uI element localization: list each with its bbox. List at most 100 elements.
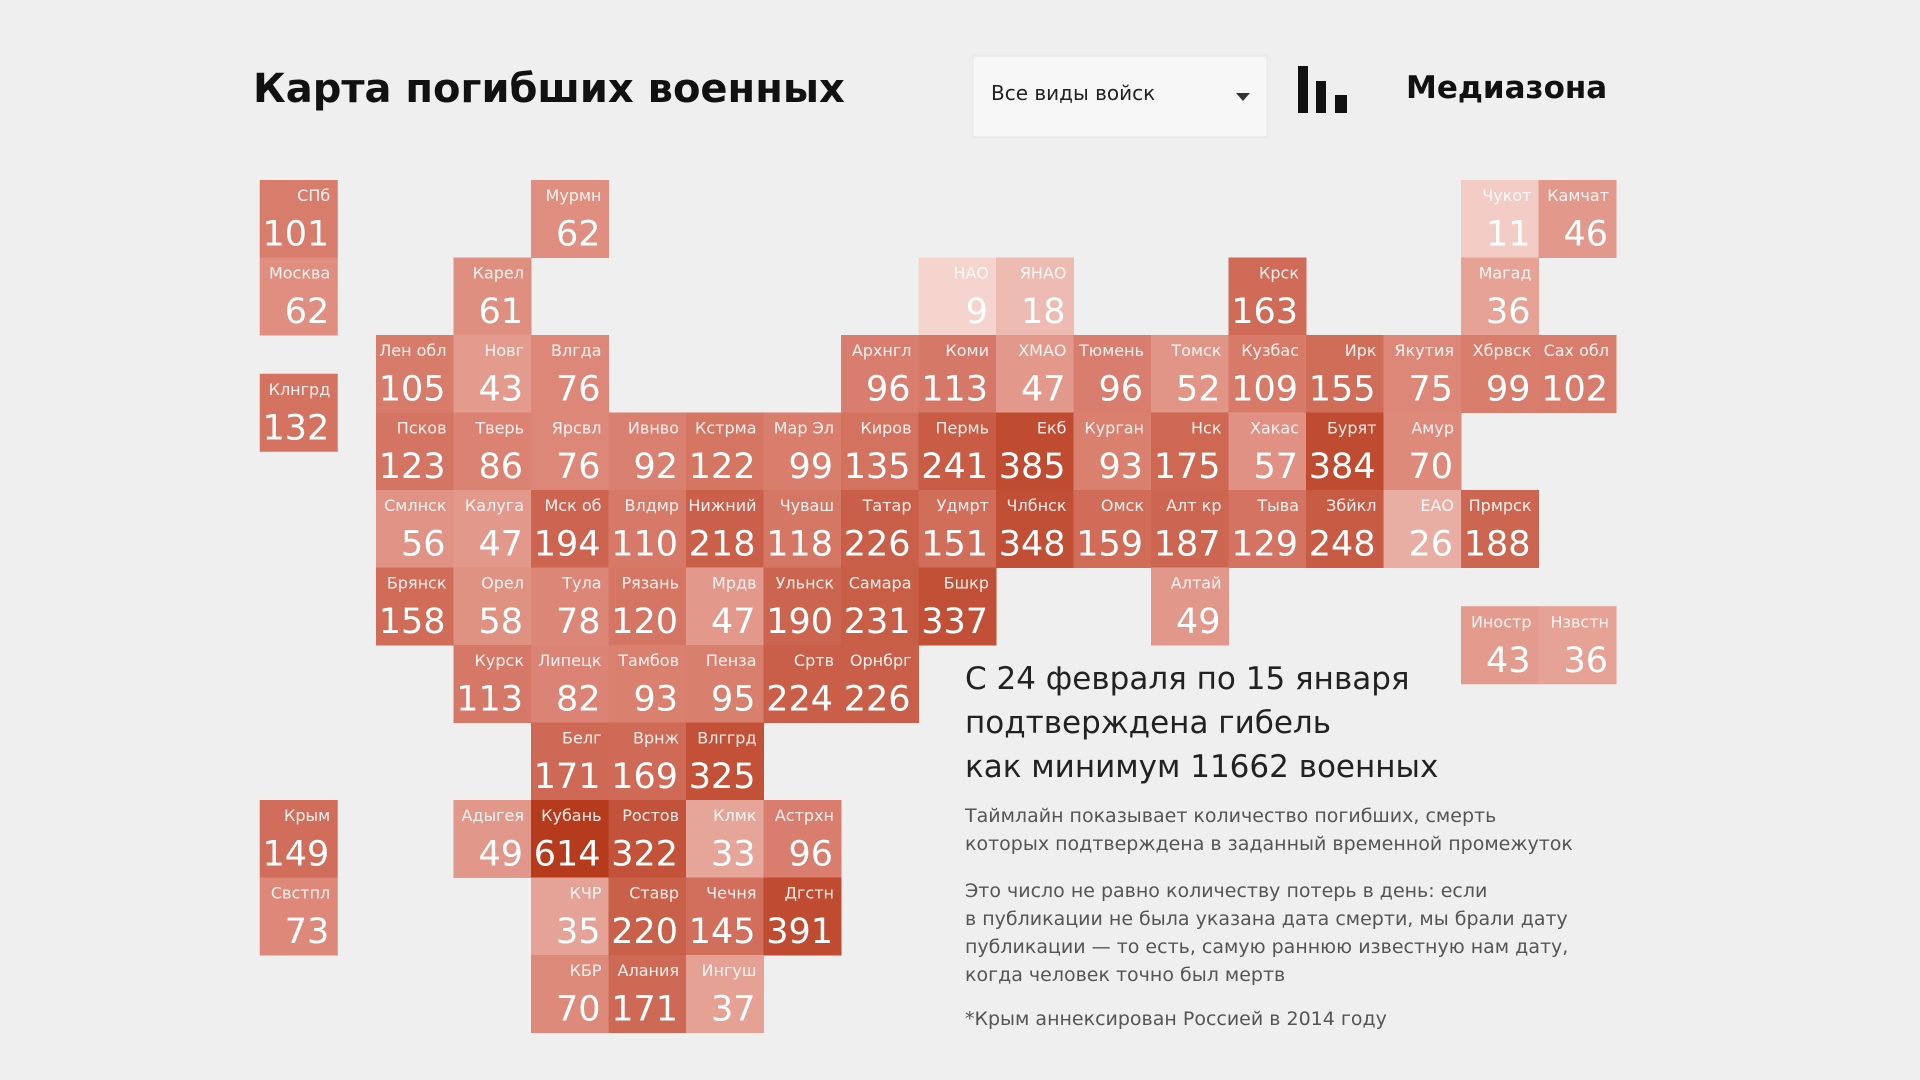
region-tile: Крым 149 <box>259 800 338 878</box>
region-tile: Ярсвл 76 <box>531 412 609 491</box>
tile-label: Курск <box>475 651 525 670</box>
tile-value: 47 <box>478 525 523 565</box>
tile-fill <box>686 567 764 646</box>
region-tile: Курск 113 <box>453 645 532 723</box>
tile-label: Ярсвл <box>552 419 602 438</box>
region-tile: Тверь 86 <box>453 412 532 491</box>
tile-fill <box>608 877 687 956</box>
tile-value: 110 <box>611 525 678 565</box>
region-tile: Москва 62 <box>259 257 338 336</box>
tile-value: 169 <box>611 757 678 797</box>
region-tile: СПб 101 <box>259 180 338 258</box>
tile-value: 37 <box>711 990 756 1030</box>
dropdown-arrow[interactable] <box>1236 93 1250 101</box>
region-tile: Томск 52 <box>1151 335 1229 413</box>
tile-fill <box>259 373 338 452</box>
tile-label: НАО <box>953 264 989 283</box>
tile-label: Томск <box>1170 341 1221 360</box>
tile-value: 220 <box>611 912 678 952</box>
tile-value: 218 <box>689 525 756 565</box>
region-tile: Чукот 11 <box>1461 180 1539 258</box>
region-tile: Крск 163 <box>1228 257 1307 336</box>
region-tile: Клмк 33 <box>686 800 764 878</box>
tile-value: 93 <box>633 680 678 720</box>
region-tile: Коми 113 <box>918 335 997 413</box>
tile-fill <box>531 335 609 413</box>
tile-label: Екб <box>1037 419 1067 438</box>
tile-fill <box>996 335 1074 413</box>
tile-label: ХМАО <box>1018 341 1066 360</box>
region-tile: Влгда 76 <box>531 335 609 413</box>
tile-value: 93 <box>1098 447 1143 487</box>
tile-value: 151 <box>921 525 988 565</box>
tile-label: Тамбов <box>617 651 679 670</box>
region-tile: Тула 78 <box>531 567 609 646</box>
tile-value: 57 <box>1253 447 1298 487</box>
tile-label: Ивнво <box>628 419 679 438</box>
paragraph-line: Таймлайн показывает количество погибших,… <box>964 805 1496 827</box>
region-tile: Тыва 129 <box>1228 490 1307 568</box>
tile-fill <box>1461 335 1539 413</box>
region-tile: Чечня 145 <box>686 877 764 956</box>
tile-value: 194 <box>534 525 601 565</box>
tile-fill <box>608 722 687 801</box>
tile-fill <box>686 645 764 723</box>
tile-value: 175 <box>1154 447 1221 487</box>
tile-label: Дгстн <box>785 884 834 903</box>
region-tile: Самара 231 <box>841 567 919 646</box>
tile-label: Члбнск <box>1007 496 1067 515</box>
tile-fill <box>453 257 532 336</box>
region-tile: Пенза 95 <box>686 645 764 723</box>
region-tile: Кубань 614 <box>531 800 609 878</box>
tile-value: 135 <box>844 447 911 487</box>
region-tile: Нск 175 <box>1151 412 1229 491</box>
region-tile: Камчат 46 <box>1538 180 1617 258</box>
region-tile: Члбнск 348 <box>996 490 1074 568</box>
tile-label: Крск <box>1259 264 1299 283</box>
tile-label: Орел <box>481 574 524 593</box>
tile-value: 9 <box>966 292 988 332</box>
tile-label: Липецк <box>538 651 602 670</box>
region-tile: Кстрма 122 <box>686 412 764 491</box>
region-tile: Архнгл 96 <box>841 335 919 413</box>
paragraph-line: когда человек точно был мертв <box>965 964 1285 986</box>
region-tile: КБР 70 <box>531 955 609 1033</box>
tile-value: 113 <box>456 680 523 720</box>
brand-logo[interactable] <box>1298 66 1347 113</box>
tile-value: 86 <box>478 447 523 487</box>
region-tile: Алания 171 <box>608 955 687 1033</box>
tile-value: 47 <box>711 602 756 642</box>
region-tile: Ингуш 37 <box>686 955 764 1033</box>
tile-fill <box>608 412 687 491</box>
tile-label: Алт кр <box>1166 496 1221 515</box>
tile-fill <box>763 567 842 646</box>
tile-fill <box>841 645 919 723</box>
tile-label: Крым <box>284 806 330 825</box>
tile-value: 109 <box>1231 370 1298 410</box>
tile-fill <box>376 412 454 491</box>
region-tile: Сах обл 102 <box>1538 335 1617 413</box>
tile-fill <box>1306 412 1384 491</box>
tile-value: 95 <box>711 680 756 720</box>
tile-label: Нижний <box>688 496 756 515</box>
region-tile: Татар 226 <box>841 490 919 568</box>
tile-value: 129 <box>1231 525 1298 565</box>
tile-label: Калуга <box>465 496 524 515</box>
region-tile: Брянск 158 <box>376 567 454 646</box>
tile-fill <box>1461 180 1539 258</box>
tile-label: Ставр <box>629 884 679 903</box>
region-tile: Орнбрг 226 <box>841 645 919 723</box>
tile-label: Рязань <box>622 574 679 593</box>
brand-name[interactable]: Медиазона <box>1406 70 1607 106</box>
tile-label: Ингуш <box>702 961 757 980</box>
tile-fill <box>531 645 609 723</box>
dropdown[interactable] <box>972 55 1268 138</box>
dropdown-label[interactable]: Все виды войск <box>991 81 1155 105</box>
region-tile: Врнж 169 <box>608 722 687 801</box>
tile-fill <box>841 490 919 568</box>
tile-value: 118 <box>766 525 833 565</box>
tile-value: 120 <box>611 602 678 642</box>
tile-fill <box>1383 335 1462 413</box>
region-tile: Ульнск 190 <box>763 567 842 646</box>
